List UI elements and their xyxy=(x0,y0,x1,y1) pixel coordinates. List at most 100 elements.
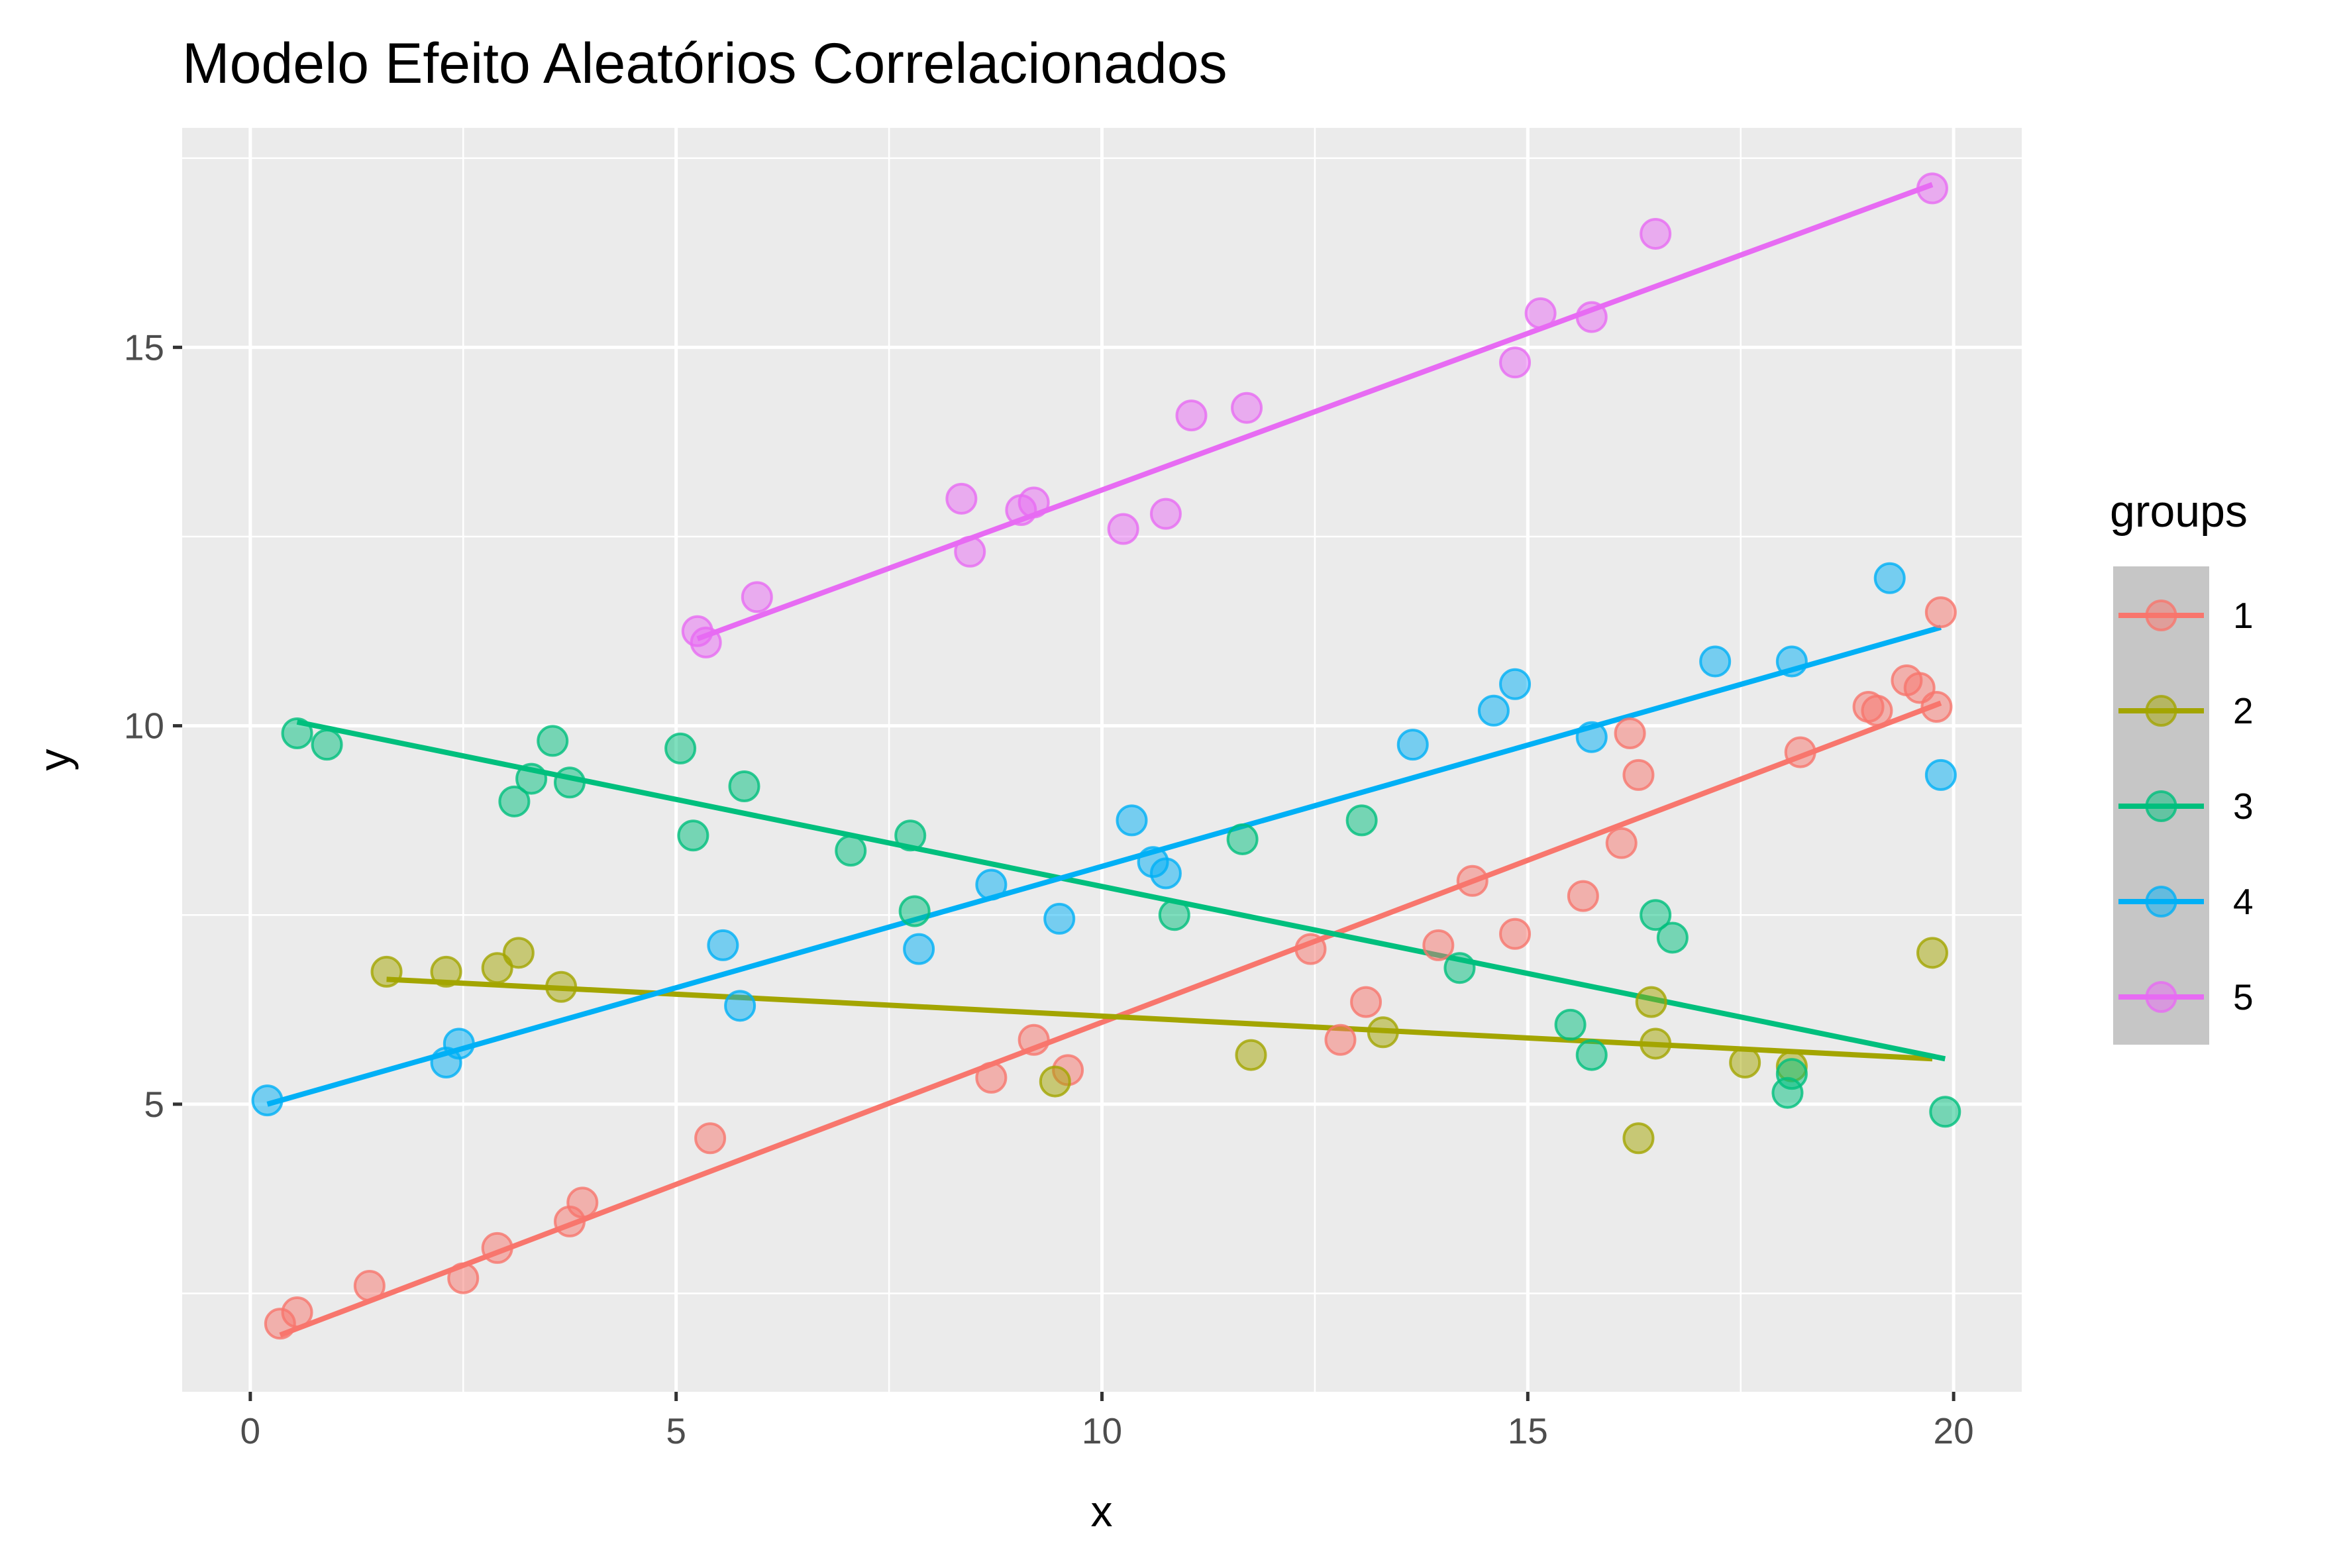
data-point-group-3 xyxy=(894,819,927,852)
y-axis-title: y xyxy=(30,749,79,771)
data-point-group-5 xyxy=(954,535,986,568)
data-point-group-1 xyxy=(1017,1023,1050,1056)
data-point-group-1 xyxy=(481,1231,513,1264)
fit-line-group-5 xyxy=(696,182,1934,641)
legend-title: groups xyxy=(2110,486,2248,537)
y-tick-label: 5 xyxy=(144,1084,164,1125)
legend-key-point xyxy=(2145,600,2177,631)
data-point-group-4 xyxy=(1396,729,1429,761)
data-point-group-3 xyxy=(1640,899,1672,931)
data-point-group-4 xyxy=(724,990,756,1022)
data-points xyxy=(251,172,1961,1340)
x-tick-label: 5 xyxy=(666,1410,686,1451)
legend-item-1: 1 xyxy=(2118,595,2254,636)
data-point-group-5 xyxy=(741,581,773,613)
data-point-group-1 xyxy=(1324,1023,1357,1056)
legend-items: 1 2 3 4 5 xyxy=(2118,595,2254,1018)
data-point-group-4 xyxy=(1575,721,1608,753)
fit-line-group-2 xyxy=(386,976,1933,1062)
data-point-group-2 xyxy=(1235,1039,1267,1071)
legend-key-point xyxy=(2145,886,2177,917)
x-tick-label: 10 xyxy=(1082,1410,1122,1451)
data-point-group-1 xyxy=(1614,717,1646,750)
data-point-group-1 xyxy=(1924,596,1957,629)
data-point-group-4 xyxy=(707,929,739,961)
data-point-group-3 xyxy=(1345,804,1378,837)
data-point-group-4 xyxy=(1116,804,1148,837)
data-point-group-4 xyxy=(1043,902,1076,935)
data-point-group-3 xyxy=(1158,899,1190,931)
data-point-group-3 xyxy=(1226,823,1259,855)
data-point-group-4 xyxy=(903,933,935,965)
data-point-group-5 xyxy=(1575,301,1608,333)
data-point-group-3 xyxy=(1775,1058,1808,1090)
data-point-group-1 xyxy=(1456,864,1488,897)
data-point-group-1 xyxy=(1294,933,1327,965)
data-point-group-5 xyxy=(1524,297,1557,329)
data-point-group-4 xyxy=(1477,694,1510,727)
legend-item-4: 4 xyxy=(2118,881,2254,922)
data-point-group-3 xyxy=(1929,1096,1961,1128)
x-axis-title: x xyxy=(1091,1487,1113,1536)
data-point-group-1 xyxy=(1622,758,1655,791)
data-point-group-4 xyxy=(1149,857,1182,890)
data-point-group-1 xyxy=(1605,827,1638,859)
data-point-group-5 xyxy=(1149,497,1182,530)
data-point-group-5 xyxy=(1175,399,1208,432)
data-point-group-4 xyxy=(1699,645,1732,678)
data-point-group-3 xyxy=(281,717,313,750)
x-tick-label: 20 xyxy=(1934,1410,1974,1451)
data-point-group-1 xyxy=(353,1270,386,1302)
data-point-group-1 xyxy=(1784,736,1816,768)
data-point-group-2 xyxy=(1367,1016,1399,1049)
data-point-group-5 xyxy=(1916,172,1949,205)
data-point-group-5 xyxy=(690,626,722,658)
data-point-group-2 xyxy=(481,952,513,984)
data-point-group-3 xyxy=(898,895,931,927)
legend-item-3: 3 xyxy=(2118,786,2254,827)
data-point-group-2 xyxy=(430,955,462,988)
y-axis: 5 10 15 xyxy=(124,327,182,1125)
data-point-group-4 xyxy=(1924,758,1957,791)
data-point-group-1 xyxy=(281,1296,313,1329)
y-tick-label: 10 xyxy=(124,706,164,747)
legend-item-5: 5 xyxy=(2118,976,2254,1018)
data-point-group-2 xyxy=(1622,1122,1655,1155)
data-point-group-5 xyxy=(945,482,978,515)
data-point-group-3 xyxy=(498,785,531,817)
y-tick-label: 15 xyxy=(124,327,164,368)
data-point-group-2 xyxy=(370,955,403,988)
data-point-group-2 xyxy=(502,937,535,969)
x-tick-label: 0 xyxy=(240,1410,261,1451)
data-point-group-5 xyxy=(1499,346,1532,379)
data-point-group-1 xyxy=(1499,917,1532,950)
data-point-group-1 xyxy=(1567,880,1599,912)
data-point-group-1 xyxy=(975,1061,1008,1094)
data-point-group-4 xyxy=(975,868,1008,901)
legend-label: 4 xyxy=(2233,881,2254,922)
data-point-group-1 xyxy=(447,1262,480,1294)
data-point-group-3 xyxy=(515,762,548,795)
legend-key-point xyxy=(2145,981,2177,1013)
data-point-group-1 xyxy=(694,1122,727,1155)
data-point-group-5 xyxy=(1231,392,1263,424)
data-point-group-3 xyxy=(1443,952,1476,984)
data-point-group-2 xyxy=(545,970,578,1003)
x-tick-label: 15 xyxy=(1508,1410,1548,1451)
data-point-group-1 xyxy=(1920,691,1953,723)
data-point-group-3 xyxy=(311,729,343,761)
data-point-group-5 xyxy=(1017,486,1050,519)
data-point-group-3 xyxy=(537,725,569,757)
data-point-group-3 xyxy=(728,770,760,802)
legend-label: 2 xyxy=(2233,690,2254,731)
data-point-group-2 xyxy=(1635,986,1667,1018)
chart-title: Modelo Efeito Aleatórios Correlacionados xyxy=(182,32,1227,95)
data-point-group-1 xyxy=(1422,929,1455,961)
legend-item-2: 2 xyxy=(2118,690,2254,731)
data-point-group-2 xyxy=(1729,1047,1761,1079)
x-axis: 0 5 10 15 20 xyxy=(240,1392,1974,1451)
data-point-group-3 xyxy=(677,819,709,852)
legend-key-point xyxy=(2145,695,2177,727)
